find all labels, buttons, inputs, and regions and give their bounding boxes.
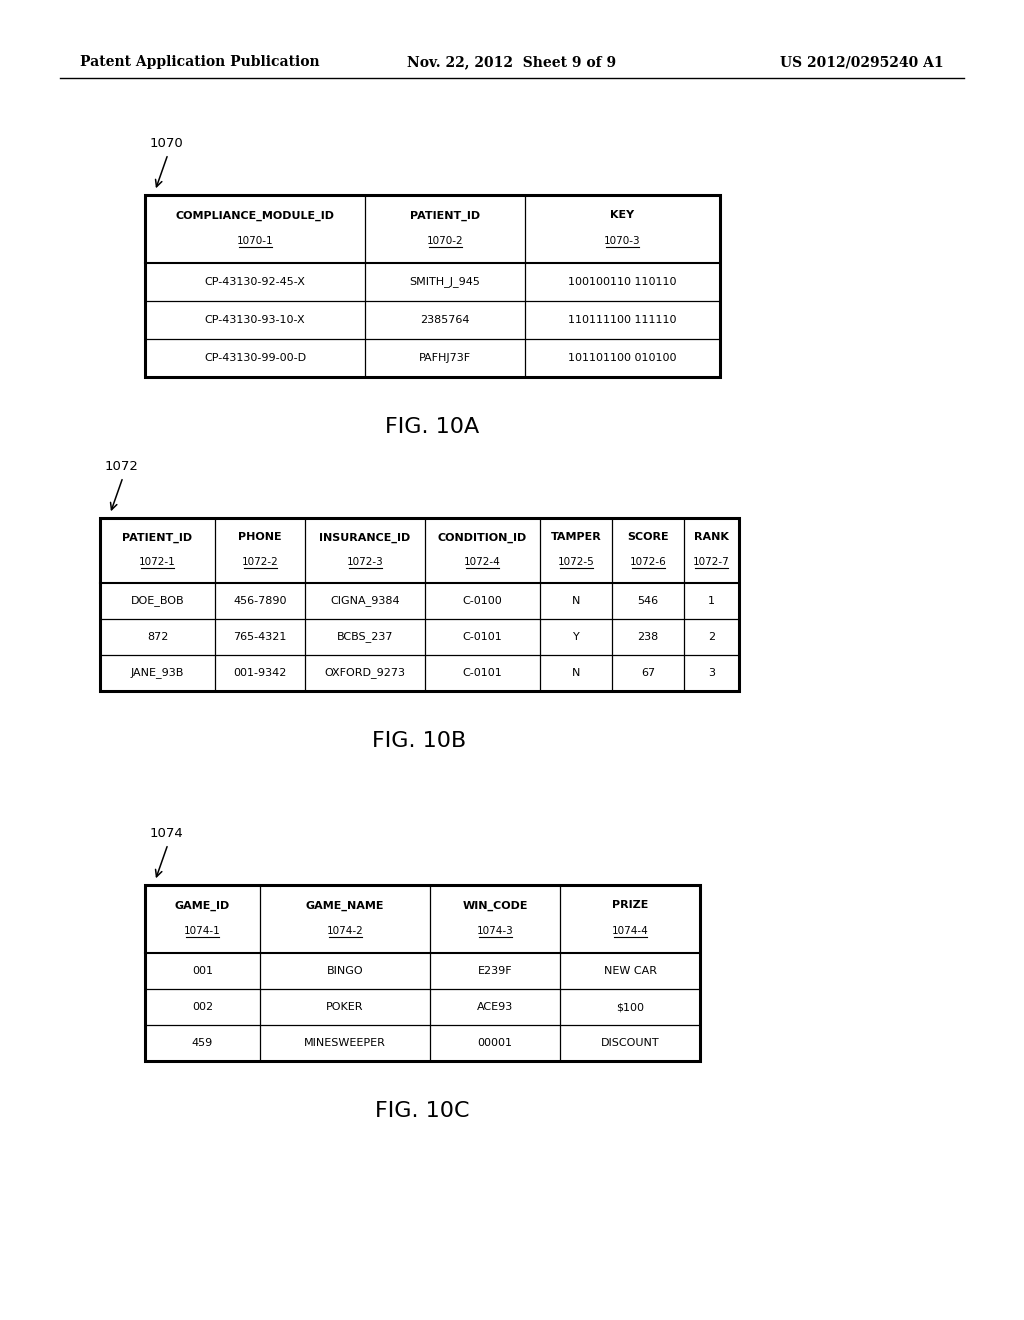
Text: 546: 546	[637, 597, 658, 606]
Text: PHONE: PHONE	[239, 532, 282, 543]
Text: RANK: RANK	[694, 532, 729, 543]
Text: DOE_BOB: DOE_BOB	[131, 595, 184, 606]
Bar	[100, 517, 739, 690]
Text: Patent Application Publication: Patent Application Publication	[80, 55, 319, 69]
Text: DISCOUNT: DISCOUNT	[601, 1038, 659, 1048]
Text: 001: 001	[193, 966, 213, 975]
Text: E239F: E239F	[477, 966, 512, 975]
Text: 238: 238	[637, 632, 658, 642]
Text: 2385764: 2385764	[420, 315, 470, 325]
Text: US 2012/0295240 A1: US 2012/0295240 A1	[780, 55, 944, 69]
Text: PRIZE: PRIZE	[611, 900, 648, 911]
Text: N: N	[571, 668, 581, 678]
Text: 2: 2	[708, 632, 715, 642]
Text: MINESWEEPER: MINESWEEPER	[304, 1038, 386, 1048]
Text: C-0100: C-0100	[463, 597, 503, 606]
Text: 1072-2: 1072-2	[242, 557, 279, 568]
Text: 1072-3: 1072-3	[347, 557, 383, 568]
Text: 1070-3: 1070-3	[604, 236, 641, 247]
Text: BCBS_237: BCBS_237	[337, 631, 393, 643]
Text: OXFORD_9273: OXFORD_9273	[325, 668, 406, 678]
Text: PATIENT_ID: PATIENT_ID	[410, 210, 480, 220]
Text: 101101100 010100: 101101100 010100	[568, 352, 677, 363]
Text: 1074-2: 1074-2	[327, 927, 364, 936]
Text: FIG. 10C: FIG. 10C	[375, 1101, 470, 1121]
Text: 1072-4: 1072-4	[464, 557, 501, 568]
Text: SMITH_J_945: SMITH_J_945	[410, 277, 480, 288]
Text: INSURANCE_ID: INSURANCE_ID	[319, 532, 411, 543]
Text: CIGNA_9384: CIGNA_9384	[330, 595, 399, 606]
Text: 1074: 1074	[150, 828, 183, 840]
Text: 459: 459	[191, 1038, 213, 1048]
Text: C-0101: C-0101	[463, 632, 503, 642]
Text: 456-7890: 456-7890	[233, 597, 287, 606]
Text: 1074-1: 1074-1	[184, 927, 221, 936]
Text: TAMPER: TAMPER	[551, 532, 601, 543]
Text: 1072-5: 1072-5	[558, 557, 594, 568]
Text: Y: Y	[572, 632, 580, 642]
Text: 001-9342: 001-9342	[233, 668, 287, 678]
Text: 1072-6: 1072-6	[630, 557, 667, 568]
Text: 67: 67	[641, 668, 655, 678]
Text: PAFHJ73F: PAFHJ73F	[419, 352, 471, 363]
Text: FIG. 10A: FIG. 10A	[385, 417, 479, 437]
Text: CONDITION_ID: CONDITION_ID	[438, 532, 527, 543]
Text: CP-43130-99-00-D: CP-43130-99-00-D	[204, 352, 306, 363]
Text: 1070: 1070	[150, 137, 183, 150]
Text: GAME_NAME: GAME_NAME	[306, 900, 384, 911]
Text: 110111100 111110: 110111100 111110	[568, 315, 677, 325]
Text: Nov. 22, 2012  Sheet 9 of 9: Nov. 22, 2012 Sheet 9 of 9	[408, 55, 616, 69]
Text: 1: 1	[708, 597, 715, 606]
Text: CP-43130-92-45-X: CP-43130-92-45-X	[205, 277, 305, 286]
Text: 002: 002	[191, 1002, 213, 1012]
Text: 1074-3: 1074-3	[476, 927, 513, 936]
Text: 1072-7: 1072-7	[693, 557, 730, 568]
Text: C-0101: C-0101	[463, 668, 503, 678]
Text: NEW CAR: NEW CAR	[603, 966, 656, 975]
Text: 3: 3	[708, 668, 715, 678]
Text: PATIENT_ID: PATIENT_ID	[123, 532, 193, 543]
Bar	[145, 884, 700, 1061]
Text: 1072-1: 1072-1	[139, 557, 176, 568]
Text: FIG. 10B: FIG. 10B	[373, 731, 467, 751]
Text: N: N	[571, 597, 581, 606]
Text: 1070-2: 1070-2	[427, 236, 463, 247]
Text: 872: 872	[146, 632, 168, 642]
Text: KEY: KEY	[610, 210, 635, 220]
Text: 100100110 110110: 100100110 110110	[568, 277, 677, 286]
Text: BINGO: BINGO	[327, 966, 364, 975]
Text: 1070-1: 1070-1	[237, 236, 273, 247]
Text: 765-4321: 765-4321	[233, 632, 287, 642]
Text: 00001: 00001	[477, 1038, 512, 1048]
Text: CP-43130-93-10-X: CP-43130-93-10-X	[205, 315, 305, 325]
Text: COMPLIANCE_MODULE_ID: COMPLIANCE_MODULE_ID	[175, 210, 335, 220]
Text: JANE_93B: JANE_93B	[131, 668, 184, 678]
Text: GAME_ID: GAME_ID	[175, 900, 230, 911]
Text: ACE93: ACE93	[477, 1002, 513, 1012]
Text: $100: $100	[616, 1002, 644, 1012]
Bar	[145, 195, 720, 378]
Text: SCORE: SCORE	[627, 532, 669, 543]
Text: 1072: 1072	[105, 459, 139, 473]
Text: WIN_CODE: WIN_CODE	[462, 900, 527, 911]
Text: POKER: POKER	[327, 1002, 364, 1012]
Text: 1074-4: 1074-4	[611, 927, 648, 936]
